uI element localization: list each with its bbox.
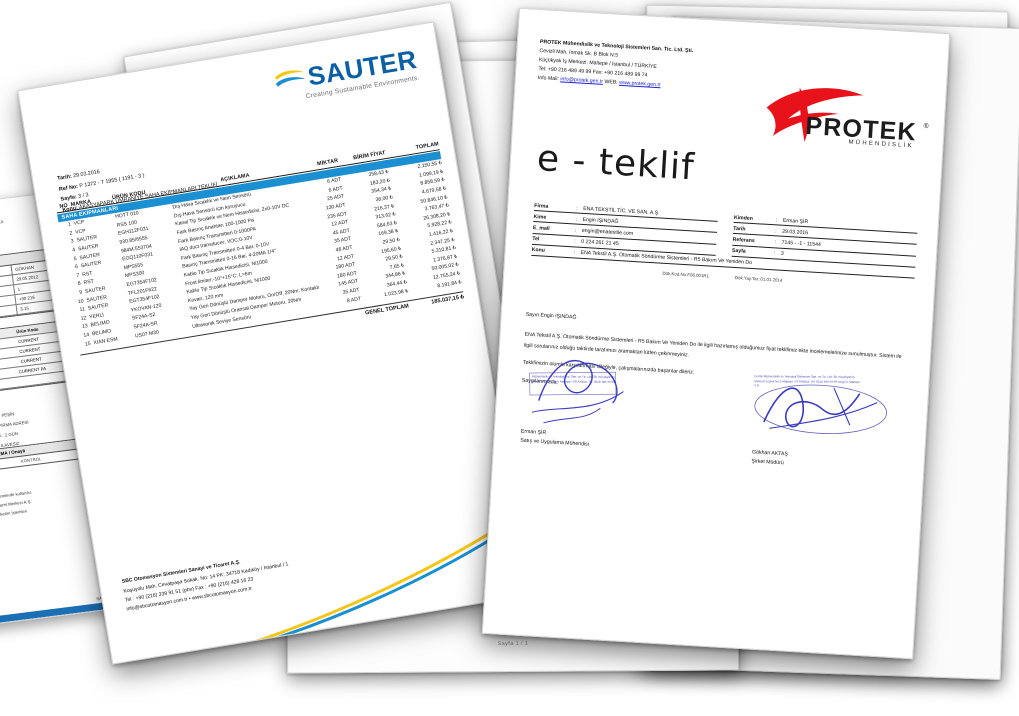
stamp-right-text: Protek Mühendislik ve Teknoloji Sistemle… [754,374,861,388]
col-no: NO [59,202,69,210]
left-sheet-signoff: 1) Haydi İşlemlerde kullanılır. SAĞA : T… [0,488,35,522]
protek-form-block: Firma: ENA TEKSTİL TİC. VE SAN. A.Ş. Kime… [531,200,918,291]
mail-label: Info Mail: [537,75,560,83]
protek-letterhead: PROTEK Mühendislik ve Teknoloji Sistemle… [538,38,694,92]
page-title: e - teklif [535,138,696,189]
signature-right-title: Şirket Müdürü [751,458,784,467]
dok-code: Dök.Kod.No:F06.001R1 [662,270,710,279]
email-link[interactable]: info@protek.gen.tr [560,76,604,86]
signature-left-ink-icon [529,360,624,424]
sauter-logo: SAUTER Creating Sustainable Environments… [274,44,420,100]
dok-date: Dök.Yay.Tar.:01.01.2014 [734,274,783,283]
stamp-left-text: Mühendislik ve Teknoloji Sis. San. ve Ti… [532,374,615,384]
meta-key: Ref No: [58,183,79,193]
signature-right: Gökhan AKTAŞ Şirket Müdürü [751,448,788,468]
protek-swoosh-icon [766,87,864,142]
sauter-swoosh-icon [274,70,306,87]
protek-eteklif-document: PROTEK Mühendislik ve Teknoloji Sistemle… [481,7,951,660]
meta-key: Tarih: [56,173,73,182]
registered-mark-icon: ® [923,122,929,131]
website-link[interactable]: www.protek.gen.tr [618,80,661,89]
grand-total-value: 185.037,15 ₺ [430,294,465,306]
signature-left: Erman ŞİR Satış ve Uygulama Mühendisi [520,428,590,450]
signature-right-ink-icon [754,384,887,435]
web-label: WEB: [604,79,618,87]
protek-logo: PROTEK ® MÜHENDİSLİK [756,77,930,157]
